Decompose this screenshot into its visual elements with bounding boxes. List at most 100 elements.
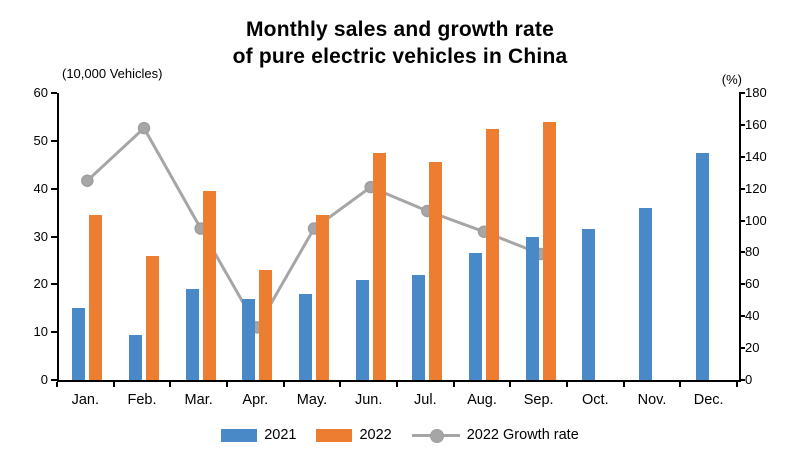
legend-swatch-2021 [221,428,258,442]
left-axis-unit-label: (10,000 Vehicles) [62,66,163,81]
y-left-tick-label-60: 60 [33,85,48,100]
bar-2022-jan [89,214,103,380]
x-tick-label-jan: Jan. [71,392,100,408]
x-tick-label-aug: Aug. [467,392,497,408]
bar-2021-mar [185,289,199,380]
x-tick-label-oct: Oct. [582,392,609,408]
y-right-tick-mark [739,347,745,350]
y-left-tick-mark [51,235,57,238]
legend-item-2022-growth-rate: 2022 Growth rate [411,427,579,443]
x-tick-mark [282,382,285,387]
y-left-tick-mark [51,331,57,334]
x-tick-mark [679,382,682,387]
legend-label: 2021 [264,427,297,443]
y-right-tick-label-120: 120 [745,180,767,196]
chart-title-line2: of pure electric vehicles in China [232,45,568,69]
y-right-tick-mark [739,187,745,190]
x-tick-mark [339,382,342,387]
y-left-tick-mark [51,92,57,94]
bar-2021-jul [412,274,426,380]
bar-2021-apr [242,298,256,380]
bar-2021-dec [695,152,709,380]
bar-2022-aug [486,128,499,380]
y-right-tick-label-0: 0 [745,372,753,387]
x-tick-label-dec: Dec. [693,392,724,408]
bar-2022-mar [202,191,216,380]
y-left-tick-mark [51,283,57,286]
y-right-tick-mark [739,155,745,158]
y-left-tick-mark [51,139,57,142]
y-right-tick-label-140: 140 [745,148,767,164]
x-tick-mark [452,382,455,387]
x-tick-mark [56,382,58,387]
y-right-tick-mark [739,123,745,126]
x-tick-label-apr: Apr. [242,392,269,408]
x-tick-label-sep: Sep. [523,392,554,408]
x-tick-mark [169,382,172,387]
bar-2021-oct [582,229,596,380]
legend: 2021 2022 2022 Growth rate [0,427,800,443]
x-tick-label-jun: Jun. [354,392,383,408]
x-tick-label-mar: Mar. [184,392,213,408]
bar-2021-aug [469,253,482,380]
bar-2022-sep [542,121,556,380]
growth-rate-line [81,121,547,334]
y-right-tick-label-20: 20 [745,340,760,356]
x-tick-mark [622,382,625,387]
y-left-tick-label-20: 20 [33,276,48,292]
legend-label: 2022 Growth rate [466,427,579,443]
x-tick-mark [112,382,115,387]
bar-2021-feb [129,334,142,380]
x-tick-mark [396,382,398,387]
y-right-tick-label-80: 80 [745,244,760,260]
y-right-tick-mark [739,379,745,381]
y-left-tick-mark [51,187,57,190]
legend-line-sample [411,428,460,443]
x-tick-label-may: May. [296,392,328,408]
bar-2022-jul [429,162,443,380]
x-tick-mark [226,382,228,387]
bar-2022-feb [146,255,159,380]
bar-2022-apr [259,269,273,380]
x-tick-label-jul: Jul. [414,392,437,408]
x-tick-mark [736,382,738,387]
legend-item-2021: 2021 [221,427,296,443]
y-right-tick-mark [739,92,745,94]
plot-area [57,93,741,382]
bar-2022-may [316,214,329,380]
legend-swatch-2022 [316,428,353,442]
y-right-tick-mark [739,283,745,286]
chart-title-line1: Monthly sales and growth rate [245,18,554,41]
y-right-tick-mark [739,251,745,254]
y-right-tick-mark [739,219,745,222]
bar-2021-nov [639,207,652,380]
x-tick-label-nov: Nov. [637,392,667,408]
y-left-tick-label-40: 40 [33,180,48,196]
x-tick-mark [566,382,568,387]
legend-item-2022: 2022 [316,427,392,443]
y-left-tick-label-30: 30 [33,228,48,244]
bar-2021-may [299,293,312,380]
growth-rate-marker-jan [81,174,94,187]
y-right-tick-mark [739,315,745,318]
bar-2022-jun [372,152,386,380]
y-right-tick-label-40: 40 [745,308,760,324]
y-right-tick-label-160: 160 [745,116,767,132]
x-tick-label-feb: Feb. [127,392,157,408]
right-axis-unit-label: (%) [721,72,742,87]
bar-2021-jan [72,308,86,380]
y-right-tick-label-180: 180 [745,85,767,100]
legend-label: 2022 [359,427,392,443]
y-right-tick-label-100: 100 [745,212,767,228]
legend-line-marker-icon [429,429,444,443]
growth-rate-marker-feb [137,121,151,135]
bar-2021-sep [525,236,539,380]
y-left-tick-label-10: 10 [33,324,48,340]
chart-title: Monthly sales and growth rate of pure el… [0,16,800,71]
y-left-tick-label-0: 0 [40,372,48,387]
y-right-tick-label-60: 60 [745,276,760,292]
bar-2021-jun [355,279,369,380]
x-tick-mark [509,382,512,387]
y-left-tick-label-50: 50 [33,132,48,148]
